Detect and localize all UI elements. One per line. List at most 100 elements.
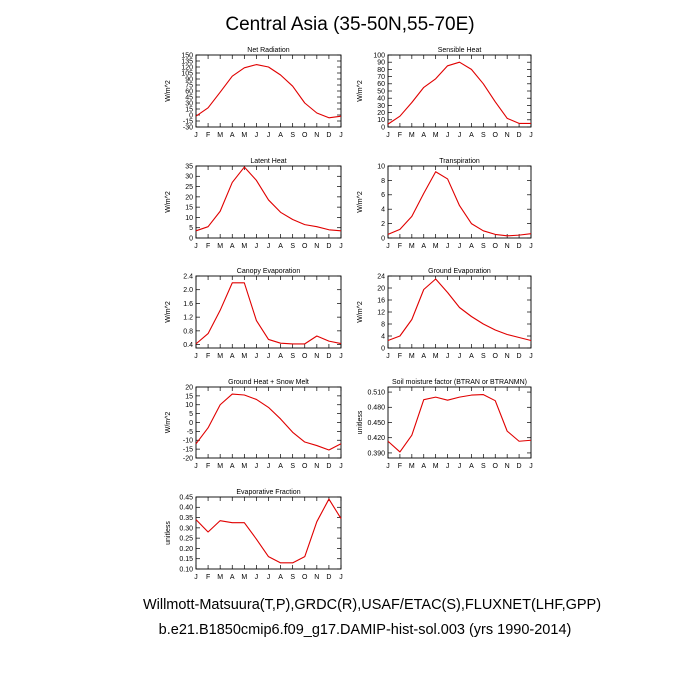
month-label: A — [469, 353, 474, 360]
month-label: M — [217, 132, 223, 139]
month-label: N — [505, 353, 510, 360]
y-tick-label: 10 — [185, 215, 193, 222]
month-label: D — [326, 243, 331, 250]
y-tick-label: 0.480 — [367, 405, 385, 412]
y-tick-label: 10 — [185, 402, 193, 409]
y-tick-label: 8 — [381, 178, 385, 185]
month-label: S — [481, 132, 486, 139]
month-label: A — [469, 132, 474, 139]
month-label: J — [339, 574, 343, 581]
y-tick-label: 6 — [381, 192, 385, 199]
month-label: A — [230, 353, 235, 360]
month-label: F — [206, 132, 210, 139]
month-label: J — [529, 243, 533, 250]
month-label: M — [433, 463, 439, 470]
panel-frame — [387, 54, 532, 128]
month-label: O — [493, 353, 499, 360]
y-tick-label: 20 — [377, 285, 385, 292]
panel-frame — [195, 386, 342, 459]
y-tick-label: 8 — [381, 321, 385, 328]
month-label: M — [433, 243, 439, 250]
month-label: A — [278, 353, 283, 360]
main-title: Central Asia (35-50N,55-70E) — [225, 14, 474, 35]
panel-title: Sensible Heat — [438, 47, 482, 54]
month-label: S — [290, 463, 295, 470]
y-tick-label: -10 — [183, 438, 193, 445]
month-label: D — [326, 132, 331, 139]
month-label: F — [206, 574, 210, 581]
y-tick-label: 0.510 — [367, 389, 385, 396]
panel-frame — [387, 165, 532, 239]
panel-1: Net Radiation W/m^2 -30-150153045607590105… — [165, 47, 343, 139]
month-label: N — [314, 132, 319, 139]
month-label: F — [206, 353, 210, 360]
y-axis-label: unitless — [357, 410, 364, 434]
y-tick-label: 15 — [185, 393, 193, 400]
y-tick-label: 2 — [381, 221, 385, 228]
panel-frame — [387, 275, 532, 349]
month-label: J — [339, 463, 343, 470]
month-label: F — [398, 132, 402, 139]
y-axis-label: W/m^2 — [165, 191, 172, 213]
month-label: J — [267, 574, 271, 581]
month-label: M — [217, 243, 223, 250]
y-tick-label: 75 — [185, 82, 193, 89]
month-label: D — [326, 463, 331, 470]
y-tick-label: -15 — [183, 118, 193, 125]
panel-title: Soil moisture factor (BTRAN or BTRANMN) — [392, 379, 527, 386]
month-label: M — [409, 463, 415, 470]
month-label: J — [255, 574, 259, 581]
month-label: S — [290, 132, 295, 139]
y-tick-label: 60 — [377, 81, 385, 88]
y-tick-label: 30 — [185, 174, 193, 181]
y-tick-label: 60 — [185, 88, 193, 95]
month-label: J — [267, 463, 271, 470]
y-tick-label: 20 — [377, 110, 385, 117]
y-tick-label: 0.450 — [367, 420, 385, 427]
y-tick-label: 0 — [381, 235, 385, 242]
month-label: F — [206, 243, 210, 250]
month-label: N — [314, 353, 319, 360]
series-line — [195, 282, 342, 345]
y-tick-label: 24 — [377, 273, 385, 280]
y-axis-label: W/m^2 — [165, 301, 172, 323]
y-tick-label: 25 — [185, 184, 193, 191]
month-label: A — [230, 574, 235, 581]
panel-title: Latent Heat — [250, 158, 286, 165]
month-label: M — [241, 132, 247, 139]
month-label: J — [339, 353, 343, 360]
series-line — [387, 278, 532, 342]
month-label: A — [278, 243, 283, 250]
y-tick-label: 0.20 — [179, 546, 193, 553]
month-label: J — [386, 463, 390, 470]
month-label: S — [481, 353, 486, 360]
month-label: A — [421, 243, 426, 250]
month-label: O — [302, 132, 308, 139]
month-label: A — [469, 243, 474, 250]
month-label: J — [339, 243, 343, 250]
month-label: M — [217, 353, 223, 360]
month-label: M — [241, 463, 247, 470]
month-label: J — [194, 353, 198, 360]
month-label: O — [302, 574, 308, 581]
y-axis-label: W/m^2 — [165, 80, 172, 102]
y-tick-label: 10 — [377, 117, 385, 124]
series-line — [387, 61, 531, 125]
month-label: S — [290, 574, 295, 581]
y-tick-label: 150 — [181, 52, 193, 59]
y-tick-label: 0 — [381, 124, 385, 131]
y-axis-label: W/m^2 — [165, 412, 172, 434]
panel-title: Transpiration — [439, 158, 480, 165]
y-tick-label: 2.4 — [183, 273, 193, 280]
month-label: A — [278, 574, 283, 581]
y-tick-label: 5 — [189, 411, 193, 418]
panel-5: Canopy Evaporation W/m^2 0.4 0.8 1.2 1.6 2.0 2.… — [165, 268, 343, 360]
month-label: A — [469, 463, 474, 470]
panels: Net RadiationW/m^2-30-150153045607590105… — [165, 47, 533, 581]
month-label: J — [529, 463, 533, 470]
month-label: J — [255, 353, 259, 360]
month-label: J — [194, 463, 198, 470]
month-label: J — [529, 353, 533, 360]
